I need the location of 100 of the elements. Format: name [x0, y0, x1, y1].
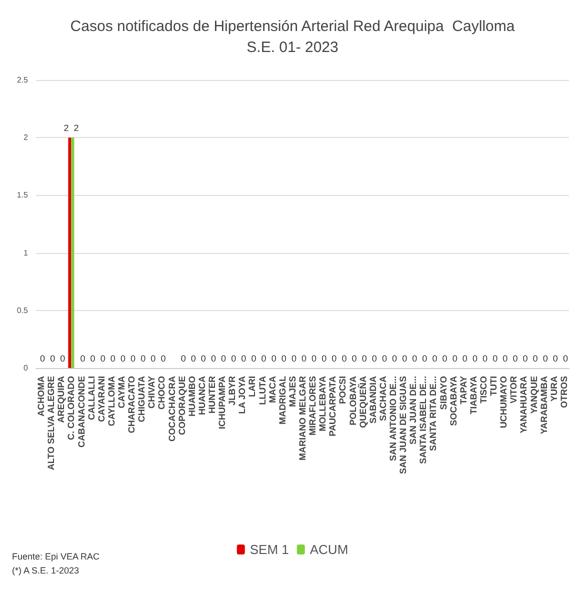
data-label: 0	[562, 354, 568, 364]
data-label: 0	[190, 354, 196, 364]
chart-title: Casos notificados de Hipertensión Arterial Red Arequipa Caylloma	[70, 18, 516, 35]
data-label: 0	[552, 354, 558, 364]
data-label: 0	[392, 354, 398, 364]
data-label: 0	[352, 354, 357, 364]
x-tick-label: ACHOMA	[36, 376, 46, 416]
x-tick-label: CABANACONDE	[76, 376, 86, 448]
x-tick-label: SAN ANTONIO DE...	[388, 376, 398, 462]
x-tick-label: POCSI	[338, 376, 348, 404]
x-tick-label: MACA	[267, 376, 278, 403]
x-tick-label: MARIANO MELGAR	[298, 376, 308, 460]
x-tick-label: SIBAYO	[438, 376, 448, 410]
x-tick-label: CHARACATO	[126, 376, 137, 434]
x-tick-label: TIABAYA	[468, 376, 478, 414]
x-tick-label: LA JOYA	[237, 376, 248, 414]
data-label: 0	[532, 354, 538, 364]
legend-label: ACUM	[310, 542, 348, 557]
x-tick-label: CAYARANI	[96, 376, 106, 422]
data-label: 0	[482, 354, 488, 364]
data-label: 0	[312, 354, 317, 364]
x-tick-label: AREQUIPA	[56, 376, 66, 423]
data-label: 0	[271, 354, 276, 364]
y-tick-label: 0	[24, 364, 29, 372]
data-label: 2	[74, 123, 79, 134]
data-label: 0	[100, 354, 106, 364]
x-tick-label: SANTA RITA DE...	[428, 376, 438, 451]
data-label: 0	[200, 354, 206, 364]
x-tick-label: PAUCARPATA	[328, 376, 338, 436]
x-tick-label: HUNTER	[206, 376, 217, 414]
data-label: 2	[64, 123, 69, 134]
x-tick-label: HUANCA	[196, 376, 207, 415]
data-label: 0	[281, 354, 286, 364]
x-tick-label: SACHACA	[378, 376, 388, 421]
data-label: 0	[120, 354, 126, 364]
data-label: 0	[522, 354, 528, 364]
data-label: 0	[80, 354, 86, 364]
x-tick-label: SABANDIA	[368, 376, 378, 424]
x-tick-label: SANTA ISABEL DE...	[418, 376, 428, 464]
data-label: 0	[130, 354, 136, 364]
data-label: 0	[512, 354, 518, 364]
data-label: 0	[40, 354, 46, 364]
data-label: 0	[50, 354, 56, 364]
x-tick-label: CAYLLOMA	[106, 376, 116, 426]
x-tick-label: VITOR	[508, 376, 519, 404]
x-tick-label: HUAMBO	[186, 376, 197, 416]
x-tick-label: MOLLEBAYA	[318, 376, 328, 432]
data-label: 0	[221, 354, 226, 364]
x-tick-label: LLUTA	[257, 376, 268, 405]
data-label: 0	[160, 354, 166, 364]
data-label: 0	[210, 354, 216, 364]
data-label: 0	[241, 354, 246, 364]
data-label: 0	[382, 354, 387, 364]
data-label: 0	[432, 354, 438, 364]
x-tick-label: ICHUPAMPA	[217, 376, 228, 430]
data-label: 0	[231, 354, 236, 364]
y-tick-label: 2.5	[16, 76, 29, 84]
x-tick-label: SAN JUAN DE SIGUAS	[398, 376, 408, 474]
x-tick-label: JLBYR	[227, 376, 238, 406]
x-tick-label: CHOCO	[156, 376, 167, 410]
x-tick-label: TAPAY	[458, 376, 468, 404]
source-note: Fuente: Epi VEA RAC	[12, 552, 100, 562]
x-tick-label: TUTI	[488, 376, 499, 396]
data-label: 0	[452, 354, 458, 364]
x-tick-label: CALLALLI	[86, 376, 96, 420]
x-tick-label: MAJES	[287, 376, 298, 408]
x-tick-label: CHIGUATA	[136, 376, 147, 422]
x-tick-label: YANAHUARA	[518, 376, 529, 434]
x-tick-label: MADRIGAL	[277, 376, 288, 424]
data-label: 0	[322, 354, 327, 364]
x-tick-label: CHIVAY	[146, 376, 157, 409]
x-tick-label: OTROS	[558, 376, 569, 408]
data-label: 0	[422, 354, 428, 364]
data-label: 0	[542, 354, 548, 364]
data-label: 0	[342, 354, 347, 364]
y-tick-label: 1.5	[16, 190, 29, 200]
x-tick-label: QUEQUEÑA	[356, 376, 368, 428]
x-tick-label: CAYMA	[116, 376, 126, 408]
x-tick-label: YANQUE	[528, 376, 539, 414]
y-tick-label: 1	[24, 248, 29, 258]
data-label: 0	[502, 354, 508, 364]
data-label: 0	[150, 354, 156, 364]
data-label: 0	[362, 354, 367, 364]
data-label: 0	[442, 354, 448, 364]
x-tick-label: COCACHACRA	[166, 376, 177, 442]
x-tick-label: C. COLORADO	[66, 376, 76, 440]
y-tick-label: 0.5	[16, 306, 29, 315]
data-label: 0	[402, 354, 408, 364]
data-label: 0	[372, 354, 377, 364]
data-label: 0	[90, 354, 96, 364]
legend-label: SEM 1	[250, 542, 289, 557]
data-label: 0	[60, 354, 66, 364]
x-tick-label: SAN JUAN DE...	[408, 376, 418, 445]
data-label: 0	[301, 354, 307, 364]
x-tick-label: MIRAFLORES	[308, 376, 318, 436]
x-tick-label: ALTO SELVA ALEGRE	[46, 376, 56, 470]
x-tick-label: YURA	[548, 376, 559, 402]
data-label: 0	[412, 354, 418, 364]
data-label: 0	[492, 354, 498, 364]
x-tick-label: TISCO	[478, 376, 489, 404]
